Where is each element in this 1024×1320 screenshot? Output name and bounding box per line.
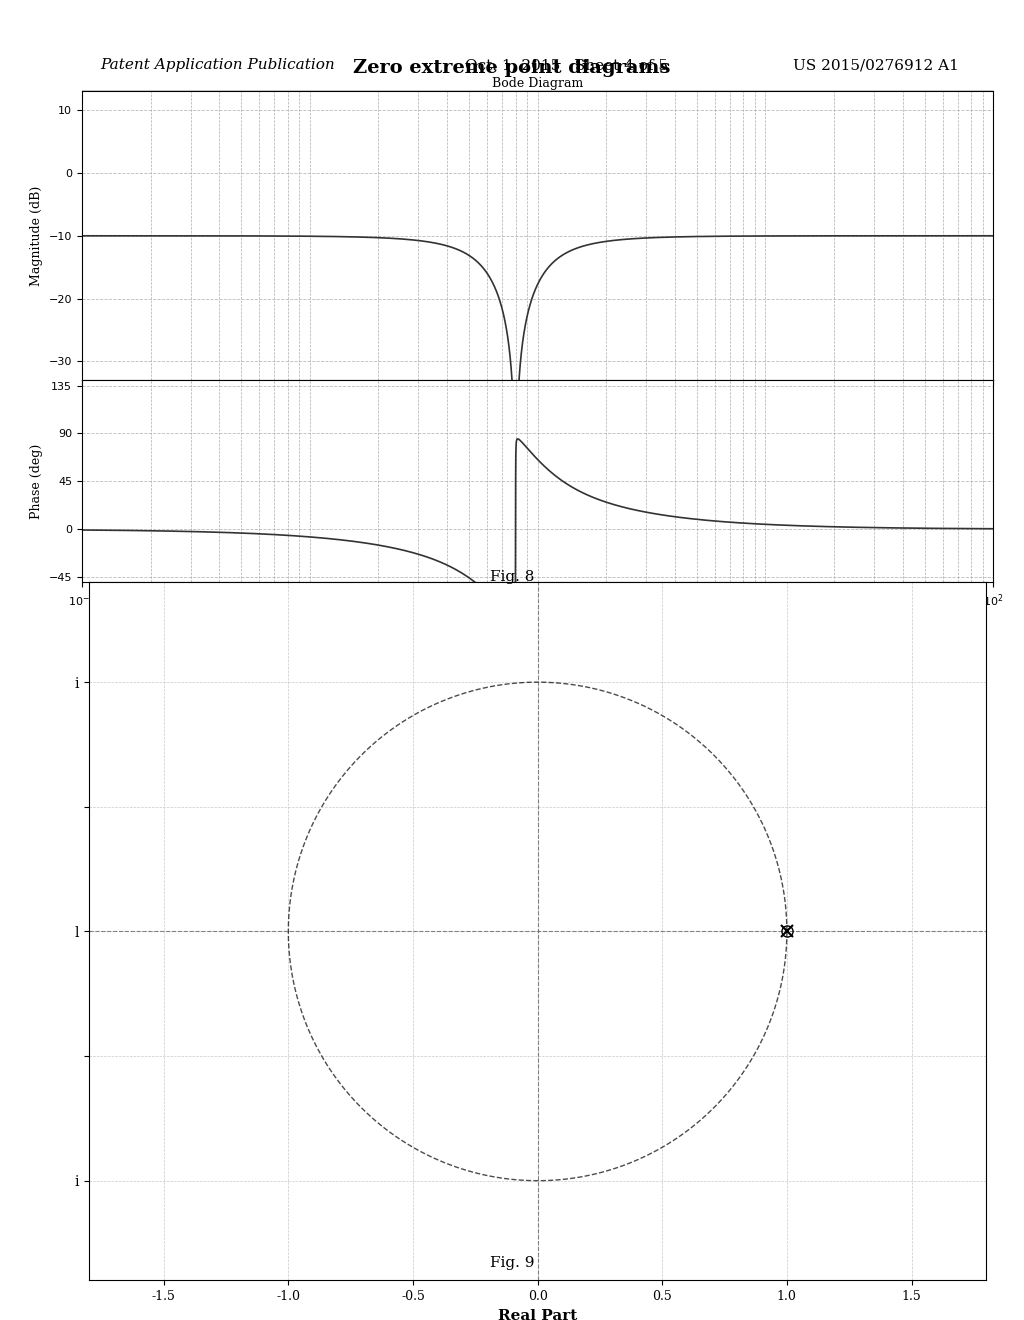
Y-axis label: Magnitude (dB): Magnitude (dB): [30, 186, 43, 286]
Text: Patent Application Publication: Patent Application Publication: [100, 58, 335, 73]
Y-axis label: Phase (deg): Phase (deg): [30, 444, 43, 519]
Text: US 2015/0276912 A1: US 2015/0276912 A1: [793, 58, 958, 73]
Text: Zero extreme point diagrams: Zero extreme point diagrams: [353, 58, 671, 77]
Title: Bode Diagram: Bode Diagram: [492, 77, 584, 90]
Text: Fig. 9: Fig. 9: [489, 1257, 535, 1270]
X-axis label: Real Part: Real Part: [498, 1308, 578, 1320]
Text: Oct. 1, 2015   Sheet 4 of 5: Oct. 1, 2015 Sheet 4 of 5: [465, 58, 668, 73]
X-axis label: Frequency  (Hz): Frequency (Hz): [486, 614, 589, 627]
Text: Fig. 8: Fig. 8: [489, 570, 535, 583]
